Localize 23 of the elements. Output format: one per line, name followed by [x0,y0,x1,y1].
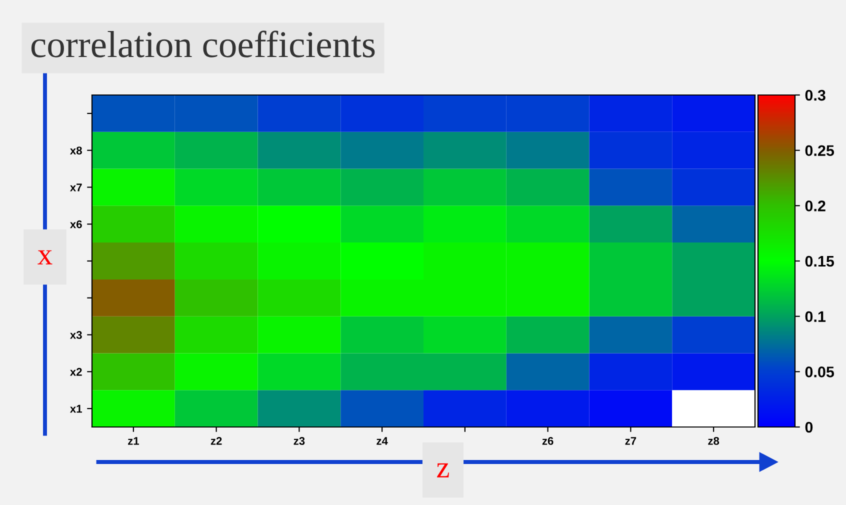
y-tick-label: x7 [70,184,82,192]
color-bar-label: 0.15 [805,256,834,267]
x-tick-label: z7 [625,437,636,445]
color-bar-label: 0 [805,422,813,433]
y-tick-label: x3 [70,331,82,339]
color-bar-label: 0.25 [805,145,834,156]
color-bar-label: 0.3 [805,90,826,101]
chart-title: correlation coefficients [31,30,375,58]
y-tick-label: x6 [70,220,82,228]
x-tick-label: z2 [210,437,222,445]
color-bar-label: 0.2 [805,200,826,212]
color-bar-label: 0.1 [805,311,826,322]
y-axis-title: x [38,250,52,264]
color-bar-label: 0.05 [805,366,834,378]
x-tick-label: z6 [542,437,554,445]
y-tick-label: x1 [70,404,82,413]
y-tick-label: x8 [70,146,82,154]
x-tick-label: z1 [128,437,139,445]
x-tick-label: z3 [294,437,305,445]
x-tick-label: z8 [708,437,720,445]
x-axis-title: z [437,463,449,478]
y-tick-label: x2 [70,368,82,376]
x-tick-label: z4 [376,437,388,445]
